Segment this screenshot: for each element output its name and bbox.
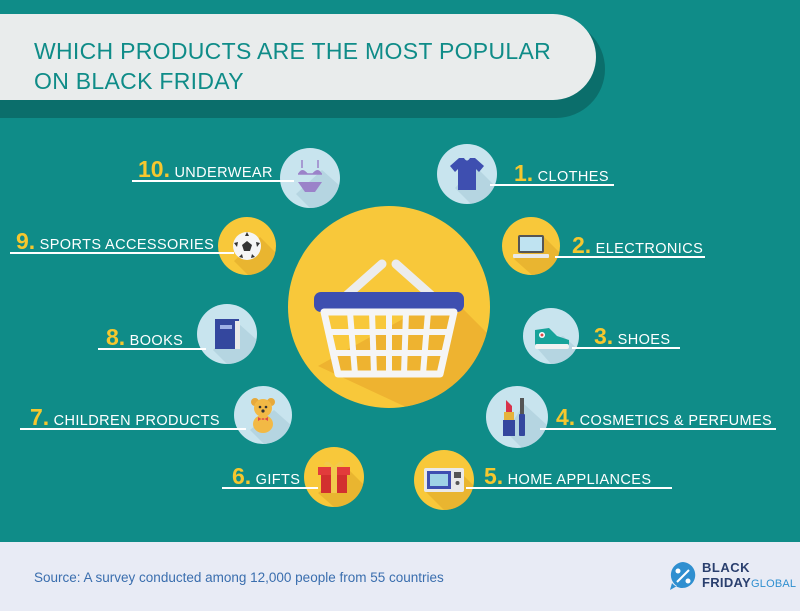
- item-6-circle: [304, 447, 364, 507]
- bikini-icon: [296, 160, 340, 208]
- item-8-number: 8.: [106, 324, 126, 350]
- item-10-label: 10. UNDERWEAR: [138, 156, 273, 183]
- item-7-label: 7. CHILDREN PRODUCTS: [30, 404, 220, 431]
- item-2-number: 2.: [572, 232, 592, 258]
- item-10-text: UNDERWEAR: [174, 165, 273, 181]
- item-2-label: 2. ELECTRONICS: [572, 232, 703, 259]
- logo-text-global: GLOBAL: [751, 578, 797, 590]
- title-banner: [0, 14, 596, 100]
- gift-icon: [318, 461, 364, 507]
- source-text: Source: A survey conducted among 12,000 …: [34, 570, 444, 585]
- lipstick-icon: [503, 398, 548, 448]
- item-7-circle: [234, 386, 292, 444]
- title-line-1: WHICH PRODUCTS ARE THE MOST POPULAR: [34, 38, 551, 64]
- book-icon: [213, 319, 257, 364]
- item-8-label: 8. BOOKS: [106, 324, 183, 351]
- item-4-circle: [486, 386, 548, 448]
- item-8-underline: [98, 348, 206, 350]
- item-3-number: 3.: [594, 323, 614, 349]
- basket-circle: [288, 206, 490, 408]
- item-5-underline: [466, 487, 672, 489]
- title-line-2: ON BLACK FRIDAY: [34, 68, 244, 94]
- item-4-text: COSMETICS & PERFUMES: [579, 413, 773, 429]
- item-9-text: SPORTS ACCESSORIES: [39, 237, 215, 253]
- brand-logo: BLACK FRIDAYGLOBAL: [668, 556, 796, 596]
- item-8-circle: [197, 304, 257, 364]
- soccer-ball-icon: [233, 232, 276, 275]
- item-5-label: 5. HOME APPLIANCES: [484, 463, 651, 490]
- item-6-underline: [222, 487, 318, 489]
- logo-text-friday: FRIDAY: [702, 575, 751, 590]
- item-3-text: SHOES: [617, 332, 671, 348]
- item-1-underline: [490, 184, 614, 186]
- item-5-circle: [414, 450, 474, 510]
- item-3-label: 3. SHOES: [594, 323, 670, 350]
- item-1-circle: [437, 144, 497, 204]
- percent-bubble-icon: [670, 562, 696, 590]
- item-4-number: 4.: [556, 404, 576, 430]
- laptop-icon: [513, 235, 560, 275]
- item-4-underline: [540, 428, 776, 430]
- shopping-basket-icon: [314, 259, 490, 408]
- item-9-number: 9.: [16, 228, 36, 254]
- item-3-circle: [523, 308, 579, 364]
- item-6-label: 6. GIFTS: [232, 463, 300, 490]
- logo-text-line-2: FRIDAYGLOBAL: [702, 576, 796, 591]
- logo-text-line-1: BLACK: [702, 560, 750, 575]
- item-9-circle: [218, 217, 276, 275]
- item-1-label: 1. CLOTHES: [514, 160, 609, 187]
- item-7-text: CHILDREN PRODUCTS: [53, 413, 220, 429]
- item-4-label: 4. COSMETICS & PERFUMES: [556, 404, 772, 431]
- item-9-label: 9. SPORTS ACCESSORIES: [16, 228, 214, 255]
- item-5-number: 5.: [484, 463, 504, 489]
- tshirt-icon: [450, 158, 497, 204]
- item-9-underline: [10, 252, 234, 254]
- item-10-circle: [280, 148, 340, 208]
- item-7-number: 7.: [30, 404, 50, 430]
- item-8-text: BOOKS: [129, 333, 184, 349]
- item-10-number: 10.: [138, 156, 170, 182]
- item-2-circle: [502, 217, 560, 275]
- item-6-text: GIFTS: [255, 472, 301, 488]
- item-5-text: HOME APPLIANCES: [507, 472, 652, 488]
- item-2-text: ELECTRONICS: [595, 241, 704, 257]
- teddy-bear-icon: [250, 398, 292, 444]
- item-3-underline: [572, 347, 680, 349]
- page-title: WHICH PRODUCTS ARE THE MOST POPULAR ON B…: [34, 36, 551, 96]
- item-6-number: 6.: [232, 463, 252, 489]
- item-7-underline: [20, 428, 246, 430]
- sneaker-icon: [535, 328, 579, 364]
- footer: [0, 542, 800, 611]
- item-1-number: 1.: [514, 160, 534, 186]
- item-10-underline: [132, 180, 294, 182]
- item-1-text: CLOTHES: [537, 169, 609, 185]
- item-2-underline: [555, 256, 705, 258]
- microwave-icon: [424, 468, 474, 510]
